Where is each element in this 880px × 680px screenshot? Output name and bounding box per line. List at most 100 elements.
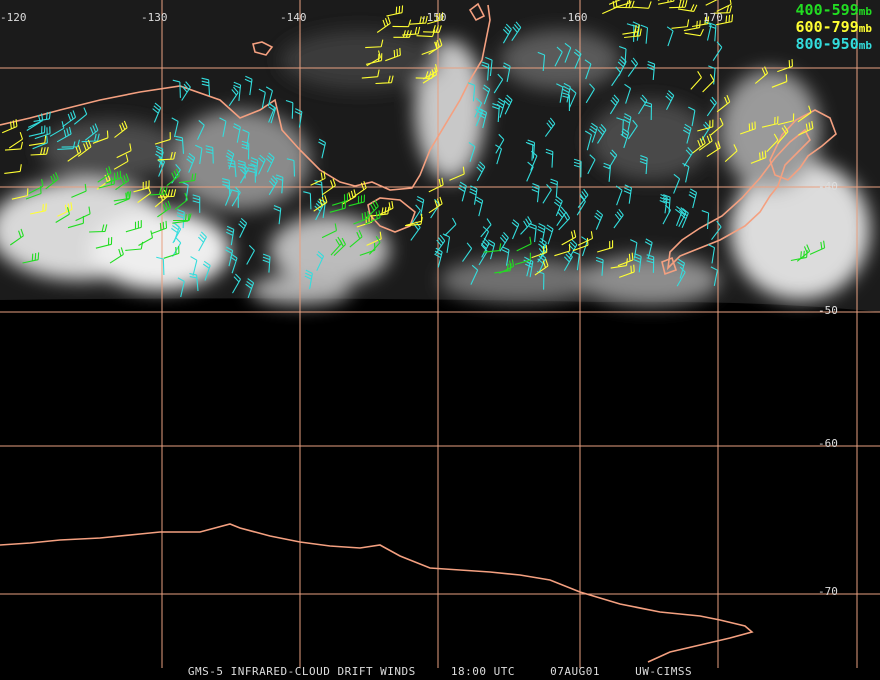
wind-barb xyxy=(77,139,92,157)
wind-barb-shaft xyxy=(716,14,734,26)
wind-barb-shaft xyxy=(501,246,510,266)
wind-barb xyxy=(683,20,701,32)
wind-barb xyxy=(225,149,235,170)
wind-barb xyxy=(157,189,177,198)
wind-barb xyxy=(496,97,506,118)
wind-barb xyxy=(138,230,154,246)
wind-barb xyxy=(622,113,632,133)
wind-barb-shaft xyxy=(584,130,592,151)
wind-barb-shaft xyxy=(241,140,250,160)
wind-barb xyxy=(56,126,72,143)
wind-barb xyxy=(478,245,488,266)
wind-barb xyxy=(376,16,391,33)
coastline xyxy=(468,2,486,22)
wind-barb xyxy=(114,120,128,138)
wind-barb xyxy=(172,237,182,257)
wind-barb xyxy=(609,94,620,115)
wind-barb-shaft xyxy=(597,240,614,253)
wind-barb-shaft xyxy=(615,0,635,9)
wind-barb-shaft xyxy=(28,135,47,146)
wind-barb xyxy=(638,94,648,115)
wind-barb xyxy=(627,57,639,77)
wind-barb-shaft xyxy=(657,0,675,5)
wind-barb-shaft xyxy=(205,145,214,164)
wind-barb-shaft xyxy=(171,222,180,243)
wind-barb xyxy=(113,191,132,202)
wind-barb xyxy=(304,269,313,290)
wind-barb xyxy=(640,24,649,44)
wind-barb xyxy=(594,209,604,230)
wind-barb xyxy=(536,270,545,290)
wind-barb xyxy=(474,97,483,118)
wind-barb xyxy=(171,222,180,243)
wind-barb-shaft xyxy=(341,189,357,205)
wind-barb-shaft xyxy=(444,217,457,237)
wind-barb-shaft xyxy=(458,181,467,202)
wind-barb-shaft xyxy=(485,56,493,77)
wind-barb xyxy=(393,30,412,38)
wind-barb-shaft xyxy=(531,245,548,259)
wind-barb-shaft xyxy=(174,192,189,211)
wind-barb-shaft xyxy=(434,247,443,268)
wind-barb xyxy=(503,94,513,115)
wind-barb-shaft xyxy=(584,59,592,80)
wind-barb-shaft xyxy=(554,243,571,257)
wind-barb xyxy=(483,243,502,253)
wind-barb-shaft xyxy=(172,237,182,257)
wind-barb xyxy=(639,155,648,175)
wind-barb xyxy=(673,173,681,194)
wind-barb xyxy=(321,223,338,239)
wind-barb-shaft xyxy=(766,133,779,153)
wind-barb-shaft xyxy=(163,246,180,259)
wind-barb-shaft xyxy=(608,0,625,5)
wind-barb-shaft xyxy=(697,119,714,132)
wind-barb xyxy=(329,200,346,213)
wind-barb xyxy=(615,0,635,9)
wind-barb xyxy=(402,26,421,36)
wind-barb-shaft xyxy=(49,121,65,137)
wind-barb xyxy=(84,123,99,141)
wind-barb xyxy=(172,79,181,98)
wind-barb-shaft xyxy=(375,75,394,85)
wind-barb xyxy=(597,124,607,144)
wind-barb-shaft xyxy=(659,193,668,214)
wind-barb-shaft xyxy=(67,145,82,162)
wind-barb xyxy=(537,243,548,263)
wind-barb xyxy=(32,135,48,150)
wind-barb xyxy=(669,0,688,9)
wind-barb-shaft xyxy=(495,144,503,165)
wind-barb-shaft xyxy=(618,45,627,65)
wind-barb-shaft xyxy=(365,210,381,225)
wind-barb-shaft xyxy=(468,142,476,162)
wind-barb-shaft xyxy=(529,222,537,243)
wind-barb-shaft xyxy=(156,256,165,276)
wind-barb xyxy=(705,0,721,6)
coastline xyxy=(367,197,416,233)
wind-barb-shaft xyxy=(321,178,336,196)
wind-barb xyxy=(273,205,282,225)
wind-barb-shaft xyxy=(796,244,811,262)
legend-entry-800-950: 800-950mb xyxy=(796,36,872,54)
cloud-mass xyxy=(500,30,620,90)
wind-barb-shaft xyxy=(710,266,718,287)
wind-barb xyxy=(481,61,490,81)
wind-barb xyxy=(708,65,716,85)
wind-barb xyxy=(356,214,373,228)
wind-barb xyxy=(341,189,357,205)
wind-barb-shaft xyxy=(740,121,756,135)
wind-barb xyxy=(698,133,713,151)
wind-barb-shaft xyxy=(250,157,259,177)
wind-barb xyxy=(544,117,556,137)
wind-barb-shaft xyxy=(713,5,733,14)
wind-barb xyxy=(411,204,421,225)
wind-barb-shaft xyxy=(227,159,237,178)
wind-barb xyxy=(285,99,294,119)
wind-barb xyxy=(224,185,233,206)
wind-barb xyxy=(231,189,239,208)
wind-barb-shaft xyxy=(716,94,731,113)
wind-barb xyxy=(666,26,674,47)
wind-barb xyxy=(125,220,142,233)
wind-barb xyxy=(361,69,380,79)
wind-barb-shaft xyxy=(754,66,769,84)
